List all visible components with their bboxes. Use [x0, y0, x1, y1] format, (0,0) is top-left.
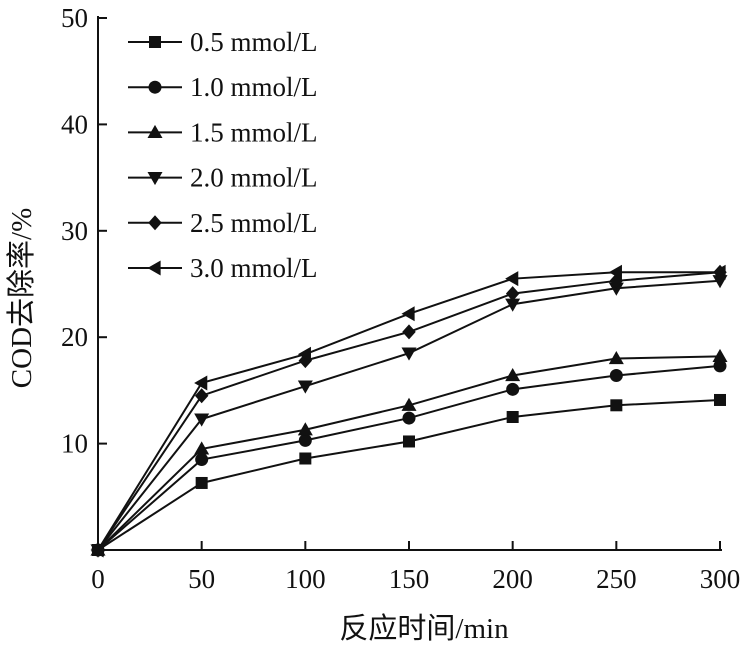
- series-2: [91, 359, 727, 557]
- x-tick-label: 150: [389, 564, 430, 594]
- marker-triangle-up: [194, 441, 210, 455]
- y-axis-title: COD去除率/%: [5, 208, 38, 388]
- legend-label: 2.5 mmol/L: [190, 208, 318, 238]
- marker-triangle-up: [712, 348, 728, 362]
- x-tick-label: 100: [285, 564, 326, 594]
- marker-circle: [402, 411, 416, 425]
- legend-label: 2.0 mmol/L: [190, 163, 318, 193]
- marker-triangle-up: [401, 397, 417, 411]
- marker-triangle-left: [194, 375, 208, 391]
- marker-diamond: [505, 286, 520, 302]
- marker-triangle-up: [608, 350, 624, 365]
- marker-square: [149, 36, 161, 48]
- marker-circle: [298, 433, 312, 447]
- marker-triangle-left: [90, 542, 104, 558]
- x-tick-label: 300: [700, 564, 741, 594]
- x-tick-label: 50: [188, 564, 215, 594]
- series-6: [90, 264, 726, 558]
- marker-triangle-left: [401, 306, 415, 322]
- legend-item: 0.5 mmol/L: [128, 27, 318, 57]
- marker-square: [403, 435, 415, 448]
- legend-label: 3.0 mmol/L: [190, 253, 318, 283]
- marker-triangle-down: [194, 413, 210, 427]
- marker-diamond: [402, 324, 416, 340]
- marker-triangle-down: [297, 380, 313, 394]
- series-5: [91, 264, 727, 558]
- marker-triangle-down: [505, 298, 521, 312]
- marker-circle: [195, 453, 209, 467]
- x-axis-title: 反应时间/min: [339, 612, 509, 645]
- legend-item: 3.0 mmol/L: [128, 253, 318, 283]
- marker-triangle-left: [147, 260, 161, 276]
- marker-diamond: [194, 388, 209, 404]
- marker-triangle-left: [297, 346, 311, 362]
- marker-triangle-left: [608, 264, 622, 280]
- marker-triangle-down: [147, 171, 163, 186]
- marker-triangle-up: [147, 124, 163, 139]
- marker-triangle-down: [608, 282, 624, 296]
- y-tick-label: 50: [61, 3, 88, 33]
- legend-label: 1.5 mmol/L: [190, 117, 318, 147]
- y-tick-label: 20: [61, 322, 88, 352]
- legend-item: 1.5 mmol/L: [128, 117, 318, 147]
- marker-triangle-left: [505, 271, 519, 287]
- marker-circle: [609, 369, 623, 383]
- y-axis-ticks: 10 20 30 40 50: [61, 3, 107, 459]
- marker-triangle-down: [401, 347, 417, 361]
- marker-diamond: [148, 215, 162, 231]
- x-tick-label: 250: [596, 564, 637, 594]
- marker-circle: [148, 80, 162, 94]
- y-tick-label: 10: [61, 429, 88, 459]
- series-3: [90, 348, 728, 556]
- marker-square: [714, 393, 726, 406]
- x-axis-ticks: 0 50 100 150 200 250 300: [91, 541, 740, 594]
- marker-circle: [713, 359, 727, 373]
- y-tick-label: 30: [61, 216, 88, 246]
- marker-circle: [506, 382, 520, 396]
- marker-square: [610, 399, 623, 412]
- marker-square: [195, 476, 208, 489]
- legend-label: 1.0 mmol/L: [190, 72, 318, 102]
- marker-triangle-up: [505, 368, 521, 382]
- marker-triangle-up: [297, 422, 313, 436]
- series-line: [97, 355, 721, 551]
- x-tick-label: 0: [91, 564, 105, 594]
- marker-triangle-left: [712, 264, 726, 280]
- legend-item: 1.0 mmol/L: [128, 72, 318, 102]
- series-layer: [90, 264, 728, 558]
- marker-square: [506, 411, 519, 423]
- legend: 0.5 mmol/L 1.0 mmol/L 1.5 mmol/L 2.0 mmol/L…: [128, 27, 318, 283]
- legend-label: 0.5 mmol/L: [190, 27, 318, 57]
- legend-item: 2.0 mmol/L: [128, 163, 318, 193]
- legend-item: 2.5 mmol/L: [128, 208, 318, 238]
- x-tick-label: 200: [492, 564, 533, 594]
- y-tick-label: 40: [61, 109, 88, 139]
- marker-square: [299, 452, 312, 465]
